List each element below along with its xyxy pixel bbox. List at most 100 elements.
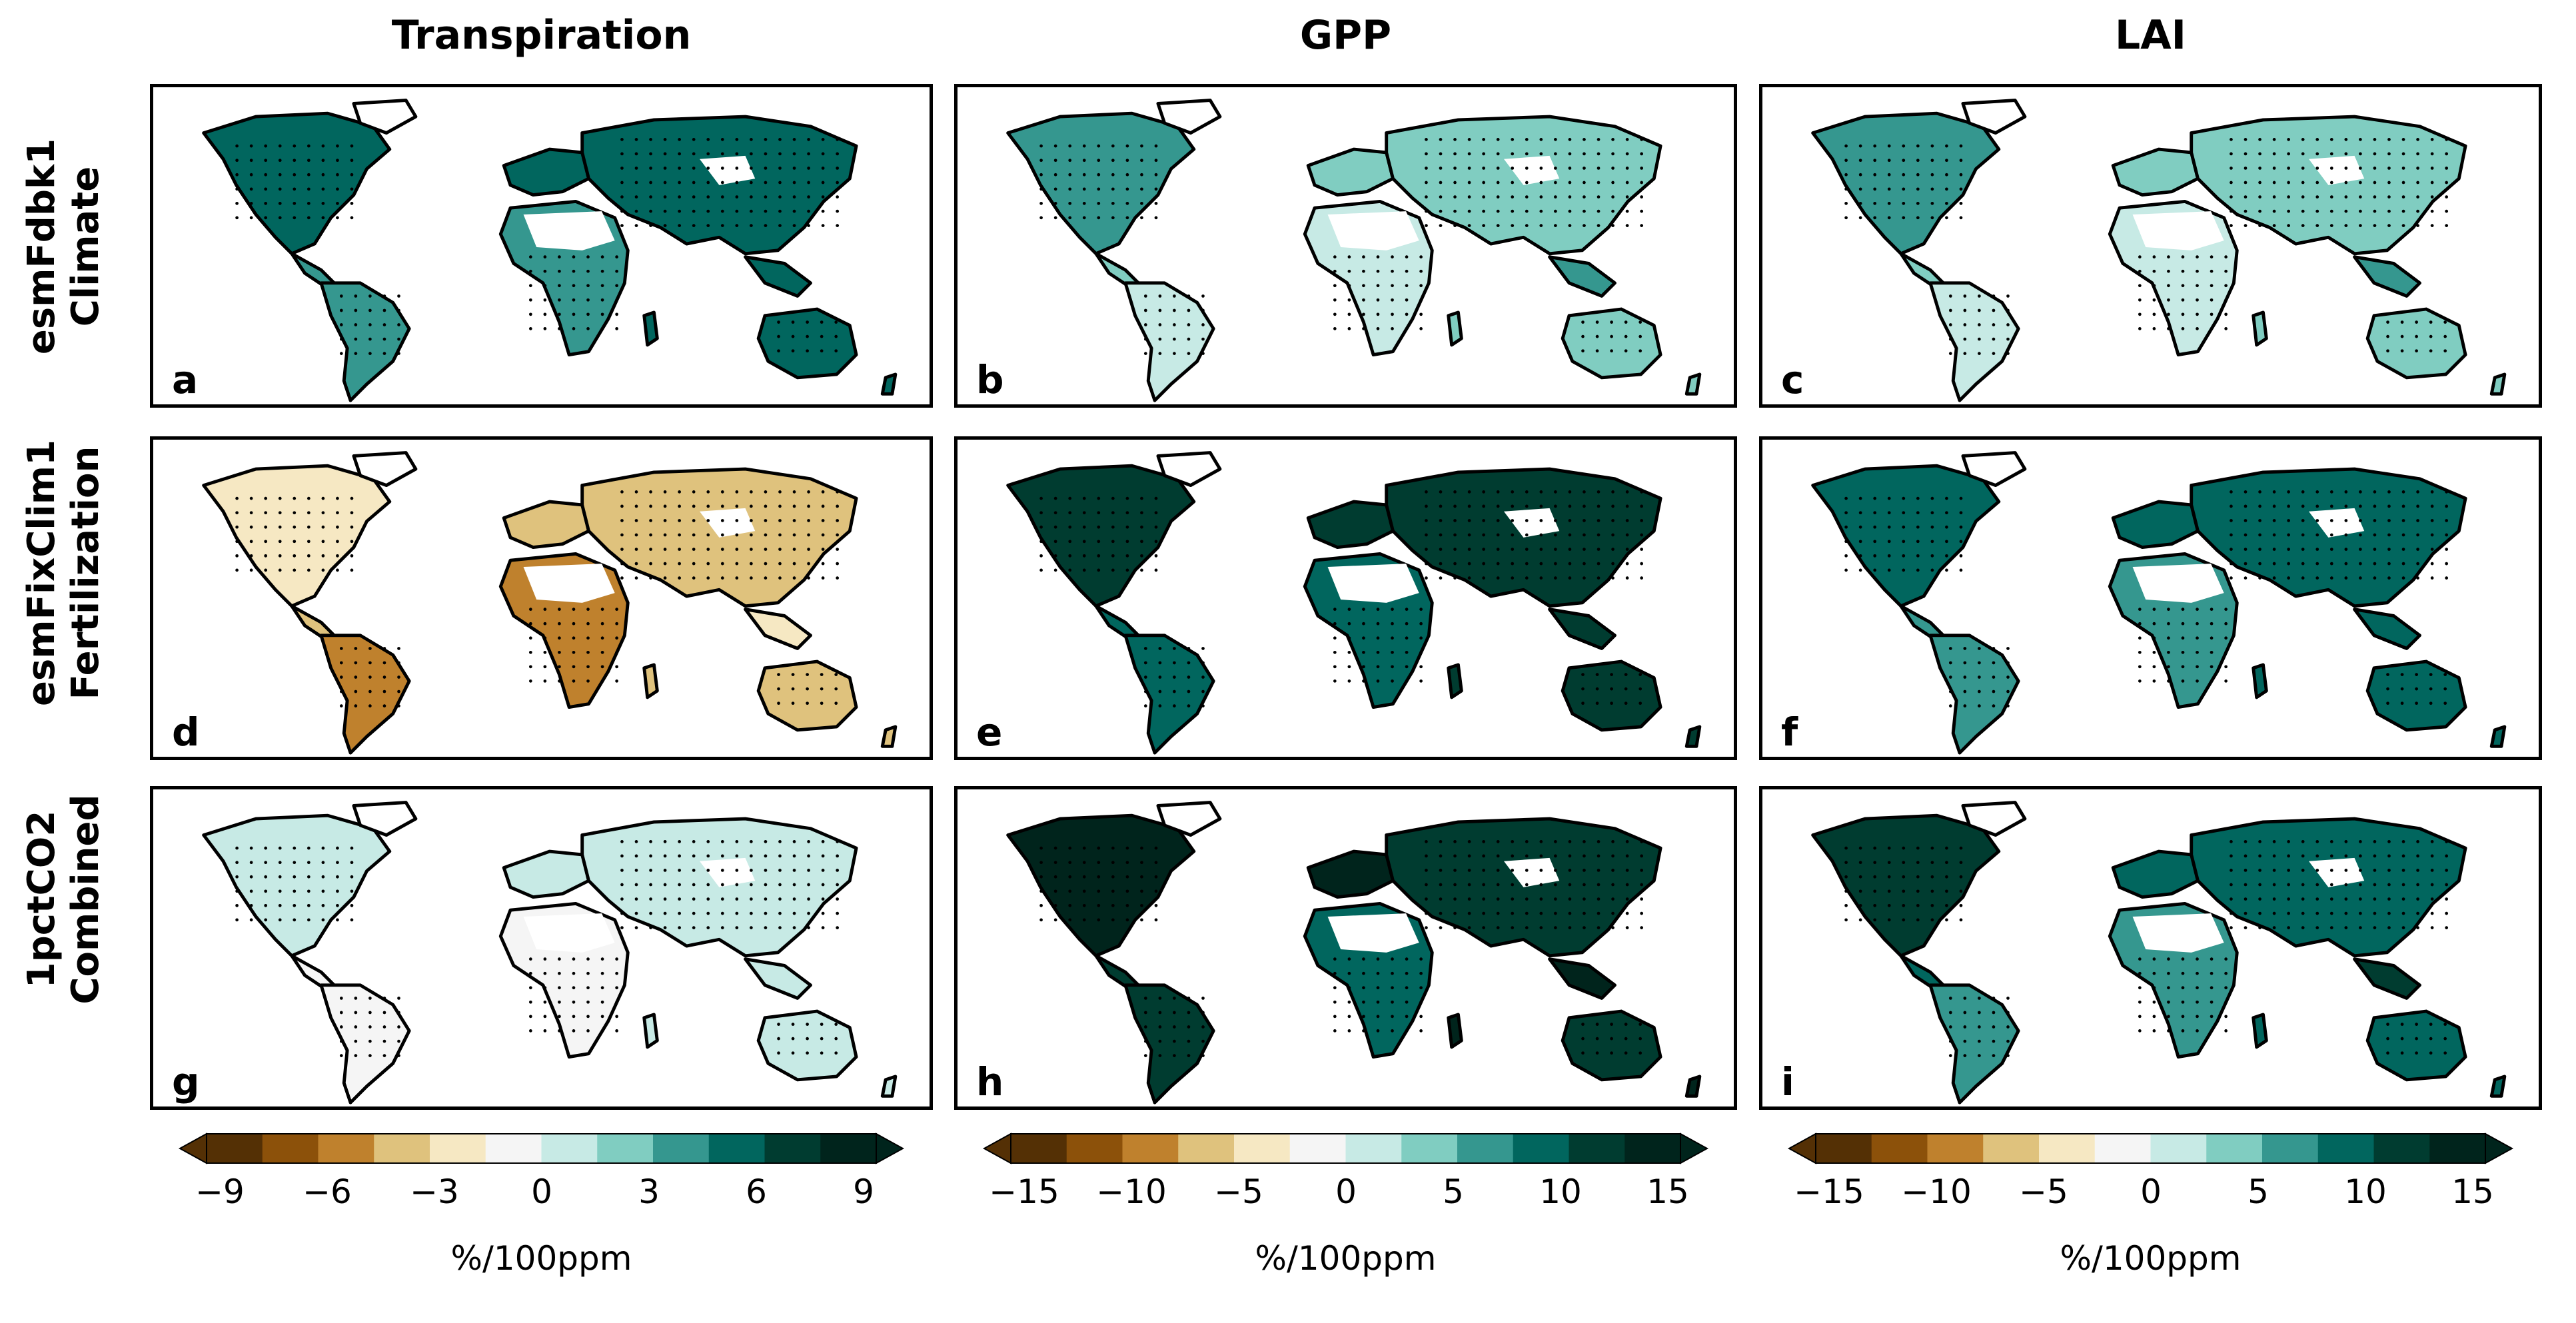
row-label-combined: 1pctCO2 Combined	[20, 739, 113, 1059]
colorbar-segment	[2206, 1134, 2263, 1163]
column-title-gpp: GPP	[1299, 12, 1392, 59]
desert-patch	[1327, 211, 1419, 250]
continent-europe	[502, 500, 590, 550]
panel-letter: h	[976, 1059, 1004, 1104]
tick-label: 0	[2140, 1172, 2162, 1211]
map-panel-d: d	[150, 436, 933, 760]
continent-south-america	[1123, 281, 1215, 402]
colorbar-extend-low	[178, 1132, 207, 1164]
continent-madagascar	[1447, 1013, 1463, 1049]
continent-new-zealand	[1684, 372, 1702, 396]
colorbar-extend-high	[876, 1132, 905, 1164]
continent-australia	[1561, 1009, 1662, 1082]
continent-southeast-asia	[2353, 608, 2421, 650]
continent-madagascar	[642, 310, 659, 347]
desert-patch	[2132, 564, 2224, 603]
colorbar-frame	[1815, 1133, 2486, 1164]
continent-southeast-asia	[1548, 957, 1616, 1000]
colorbar-segment	[430, 1134, 486, 1163]
continent-madagascar	[1447, 663, 1463, 699]
colorbar-segment	[2039, 1134, 2096, 1163]
panel-letter: g	[172, 1059, 200, 1104]
map-panel-i: i	[1759, 786, 2542, 1110]
desert-patch	[523, 564, 615, 603]
continent-north-america	[1006, 111, 1196, 256]
tick-label: −15	[1794, 1172, 1864, 1211]
row-label-line1: esmFixClim1	[20, 439, 63, 707]
continent-southeast-asia	[2353, 957, 2421, 1000]
tick-label: −9	[195, 1172, 245, 1211]
panel-letter: e	[976, 709, 1003, 755]
colorbar-segment	[1234, 1134, 1291, 1163]
desert-patch	[1504, 508, 1560, 538]
continent-australia	[1561, 307, 1662, 380]
colorbar-unit-transpiration: %/100ppm	[450, 1239, 632, 1278]
significance-stippling	[235, 138, 840, 355]
continent-europe	[2111, 849, 2200, 899]
significance-stippling	[1844, 138, 2449, 355]
continent-south-america	[1928, 983, 2020, 1104]
desert-patch	[700, 508, 756, 538]
tick-label: 10	[2344, 1172, 2387, 1211]
continent-north-america	[202, 464, 392, 608]
colorbar-transpiration	[178, 1132, 905, 1164]
tick-label: 10	[1539, 1172, 1582, 1211]
significance-stippling	[1039, 490, 1644, 707]
continent-europe	[2111, 500, 2200, 550]
continent-greenland	[1156, 801, 1222, 837]
colorbar-lai	[1787, 1132, 2514, 1164]
desert-patch	[1327, 564, 1419, 603]
colorbar-segment	[318, 1134, 374, 1163]
colorbar-segment	[1066, 1134, 1123, 1163]
colorbar-frame	[206, 1133, 877, 1164]
colorbar-segment	[2317, 1134, 2374, 1163]
continent-north-america	[202, 813, 392, 958]
continent-asia	[1385, 467, 1662, 608]
colorbar-segment	[653, 1134, 710, 1163]
panel-letter: c	[1781, 357, 1804, 402]
desert-patch	[700, 155, 756, 185]
colorbar-segment	[2262, 1134, 2319, 1163]
tick-label: 15	[2451, 1172, 2494, 1211]
tick-label: 0	[1335, 1172, 1357, 1211]
continent-central-america	[1899, 604, 1945, 641]
continent-europe	[1306, 500, 1395, 550]
colorbar-segment	[1122, 1134, 1179, 1163]
desert-patch	[2132, 211, 2224, 250]
colorbar-segment	[1011, 1134, 1067, 1163]
continent-europe	[1306, 849, 1395, 899]
continent-madagascar	[642, 1013, 659, 1049]
map-panel-e: e	[954, 436, 1737, 760]
row-label-fertilization: esmFixClim1 Fertilization	[20, 413, 113, 733]
significance-stippling	[1844, 490, 2449, 707]
tick-label: −5	[1214, 1172, 1263, 1211]
panel-letter: f	[1781, 709, 1798, 755]
continent-greenland	[1961, 99, 2027, 135]
continent-australia	[756, 1009, 858, 1082]
continent-asia	[580, 467, 858, 608]
desert-patch	[2309, 857, 2365, 887]
tick-label: −3	[410, 1172, 459, 1211]
colorbar-segment	[541, 1134, 598, 1163]
continent-europe	[2111, 147, 2200, 197]
colorbar-segment	[1401, 1134, 1458, 1163]
continent-southeast-asia	[744, 255, 812, 298]
continent-madagascar	[642, 663, 659, 699]
tick-label: −5	[2019, 1172, 2068, 1211]
continent-australia	[2365, 307, 2467, 380]
continent-south-america	[1123, 634, 1215, 755]
colorbar-segment	[708, 1134, 765, 1163]
colorbar-segment	[2094, 1134, 2151, 1163]
continent-central-america	[290, 604, 336, 641]
continent-north-america	[1811, 464, 2001, 608]
continent-greenland	[1961, 451, 2027, 488]
continent-greenland	[352, 801, 418, 837]
continent-new-zealand	[2489, 372, 2507, 396]
row-label-line2: Climate	[64, 166, 107, 327]
panel-letter: a	[172, 357, 199, 402]
continent-australia	[756, 307, 858, 380]
desert-patch	[2309, 508, 2365, 538]
column-title-lai: LAI	[2115, 12, 2186, 59]
map-panel-b: b	[954, 84, 1737, 408]
continent-asia	[2190, 467, 2467, 608]
